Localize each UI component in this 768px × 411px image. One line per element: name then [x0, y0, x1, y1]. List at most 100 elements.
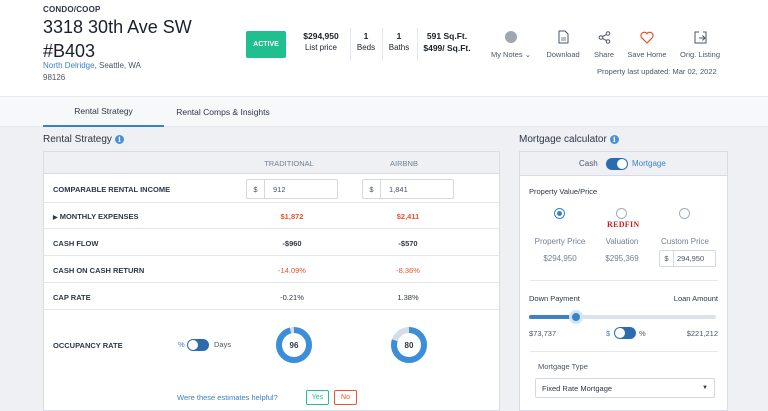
my-notes-label: My Notes [490, 50, 523, 59]
col-traditional: TRADITIONAL [264, 159, 314, 168]
beds-label: Beds [356, 43, 376, 52]
mortgage-type-select[interactable]: Fixed Rate Mortgage ▼ [535, 378, 715, 398]
occupancy-unit-toggle[interactable]: % Days [178, 338, 240, 352]
down-payment-slider[interactable] [529, 310, 716, 324]
toggle-switch[interactable] [614, 327, 636, 339]
radio-valuation[interactable] [616, 208, 627, 219]
days-label: Days [214, 340, 232, 349]
caret-down-icon: ▼ [702, 385, 708, 391]
mortgage-type-value: Fixed Rate Mortgage [542, 383, 613, 393]
slider-fill [529, 315, 576, 319]
percent-label: % [639, 329, 646, 338]
percent-label: % [178, 340, 185, 349]
mortgage-label: Mortgage [632, 159, 666, 168]
airbnb-occupancy-donut: 80 [391, 327, 427, 363]
rental-strategy-heading: Rental Strategy i [43, 134, 124, 145]
divider [530, 280, 718, 281]
property-address: 3318 30th Ave SW #B403 [43, 15, 203, 63]
toggle-switch[interactable] [187, 339, 209, 351]
download-button[interactable]: Download [542, 29, 584, 59]
slider-thumb[interactable] [568, 310, 583, 324]
beds-stat: 1 Beds [356, 30, 376, 54]
address-line-1: 3318 30th Ave SW [43, 17, 192, 37]
no-button[interactable]: No [334, 390, 357, 405]
save-home-button[interactable]: Save Home [624, 29, 670, 59]
share-icon [598, 30, 610, 44]
rental-strategy-table: TRADITIONAL AIRBNB COMPARABLE RENTAL INC… [43, 151, 500, 411]
beds-value: 1 [363, 31, 369, 41]
divider [417, 28, 418, 61]
mortgage-type-label: Mortgage Type [538, 362, 588, 371]
caret-right-icon: ▶ [53, 215, 58, 221]
airbnb-expenses: $2,411 [396, 212, 420, 221]
helpful-question: Were these estimates helpful? [177, 393, 278, 402]
baths-value: 1 [396, 31, 402, 41]
traditional-income-input[interactable]: $ 912 [246, 179, 338, 199]
rental-strategy-title: Rental Strategy [43, 134, 112, 145]
status-badge: ACTIVE [246, 31, 286, 58]
orig-listing-label: Orig. Listing [679, 50, 721, 59]
valuation-label: Valuation [605, 237, 639, 246]
dollar-prefix: $ [247, 180, 265, 198]
donut-fill [276, 327, 312, 363]
traditional-income-value: 912 [273, 184, 286, 194]
save-home-label: Save Home [627, 50, 667, 59]
donut-fill [391, 327, 427, 363]
list-price-label: List price [304, 43, 337, 52]
divider [530, 351, 718, 352]
property-price-value: $294,950 [543, 254, 577, 263]
cash-mortgage-toggle[interactable]: Cash Mortgage [520, 152, 727, 176]
table-row[interactable]: ▶ MONTHLY EXPENSES $1,872 $2,411 [44, 203, 499, 229]
info-icon[interactable]: i [609, 135, 619, 144]
last-updated: Property last updated: Mar 02, 2022 [597, 67, 717, 76]
traditional-cap-rate: -0.21% [280, 293, 304, 302]
airbnb-coc: -8.36% [396, 266, 420, 275]
traditional-expenses: $1,872 [280, 212, 304, 221]
dollar-prefix: $ [660, 251, 674, 266]
property-header: CONDO/COOP 3318 30th Ave SW #B403 North … [0, 0, 768, 96]
row-label: OCCUPANCY RATE [53, 341, 123, 350]
tab-rental-comps[interactable]: Rental Comps & Insights [176, 107, 270, 117]
table-row: CAP RATE -0.21% 1.38% [44, 283, 499, 310]
toggle-switch[interactable] [606, 158, 628, 170]
traditional-coc: -14.09% [278, 266, 306, 275]
dollar-percent-toggle[interactable]: $ % [606, 327, 646, 340]
yes-button[interactable]: Yes [306, 390, 329, 405]
info-icon[interactable]: i [114, 135, 124, 144]
sqft-value: 591 Sq.Ft. [426, 31, 468, 41]
my-notes-button[interactable]: My Notes ⌄ [488, 29, 534, 59]
zip-code: 98126 [43, 73, 66, 82]
neighborhood-link[interactable]: North Delridge [43, 61, 95, 70]
divider [350, 28, 351, 61]
property-location: North Delridge, Seattle, WA 98126 [43, 60, 163, 84]
orig-listing-button[interactable]: Orig. Listing [677, 29, 723, 59]
share-button[interactable]: Share [589, 29, 619, 59]
property-type: CONDO/COOP [43, 5, 101, 14]
list-price-stat: $294,950 List price [298, 30, 344, 54]
city-state: , Seattle, WA [94, 61, 141, 70]
radio-custom-price[interactable] [679, 208, 690, 219]
airbnb-cashflow: -$570 [398, 239, 418, 248]
table-row: OCCUPANCY RATE % Days 96 80 [44, 310, 499, 380]
custom-price-input[interactable]: $ 294,950 [659, 250, 716, 267]
loan-amount-value: $221,212 [686, 329, 718, 338]
divider [382, 28, 383, 61]
tab-rental-strategy[interactable]: Rental Strategy [43, 97, 164, 127]
list-price-value: $294,950 [303, 31, 339, 41]
donut-value: 96 [290, 341, 299, 350]
row-label: ▶ MONTHLY EXPENSES [53, 212, 139, 221]
property-value-heading: Property Value/Price [529, 187, 598, 196]
custom-price-value: 294,950 [677, 254, 705, 263]
col-airbnb: AIRBNB [390, 159, 418, 168]
dollar-label: $ [606, 329, 611, 338]
airbnb-income-input[interactable]: $ 1,841 [362, 179, 454, 199]
radio-property-price[interactable] [554, 208, 565, 219]
address-line-2: #B403 [43, 41, 96, 61]
chevron-down-icon: ⌄ [522, 50, 532, 59]
property-price-label: Property Price [534, 237, 586, 246]
tab-bar: Rental Strategy Rental Comps & Insights [0, 96, 768, 127]
baths-label: Baths [388, 43, 410, 52]
price-per-sqft: $499/ Sq.Ft. [423, 43, 471, 53]
airbnb-income-value: 1,841 [389, 184, 408, 194]
row-label: CASH ON CASH RETURN [53, 266, 145, 275]
